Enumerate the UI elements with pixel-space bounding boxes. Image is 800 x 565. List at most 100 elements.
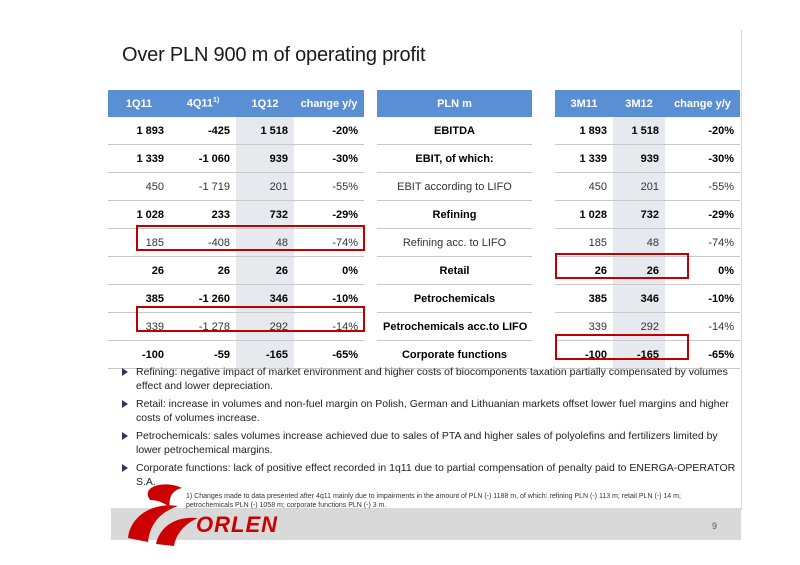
table-cell: Refining acc. to LIFO <box>377 228 532 257</box>
triangle-bullet-icon <box>122 400 128 408</box>
bullet-item: Refining: negative impact of market envi… <box>120 365 740 393</box>
table-cell: -100 <box>108 340 170 369</box>
table-row: 1 339 -1 060 939 -30% <box>108 144 364 173</box>
table-cell: 939 <box>236 144 294 173</box>
col-header: 1Q12 <box>236 90 294 117</box>
table-cell: Petrochemicals acc.to LIFO <box>377 312 532 341</box>
table-cell: EBITDA <box>377 117 532 145</box>
bullet-list: Refining: negative impact of market envi… <box>120 365 740 493</box>
table-cell: 385 <box>555 284 613 313</box>
table-cell: 450 <box>555 172 613 201</box>
table-cell: -74% <box>294 228 364 257</box>
table-cell: 1 028 <box>108 200 170 229</box>
footer-bar <box>111 508 741 540</box>
page-number: 9 <box>712 521 718 531</box>
brand-name: ORLEN <box>196 512 278 537</box>
bullet-item: Retail: increase in volumes and non-fuel… <box>120 397 740 425</box>
table-cell: 26 <box>613 256 665 285</box>
table-cell: -1 060 <box>170 144 236 173</box>
table-cell: -1 278 <box>170 312 236 341</box>
table-row: 339 292 -14% <box>555 312 740 341</box>
table-row: -100 -165 -65% <box>555 340 740 369</box>
table-cell: -65% <box>294 340 364 369</box>
table-cell: 201 <box>236 172 294 201</box>
table-cell: 48 <box>236 228 294 257</box>
table-cell: 48 <box>613 228 665 257</box>
table-cell: 0% <box>665 256 740 285</box>
table-cell: EBIT, of which: <box>377 144 532 173</box>
table-row: 1 893 1 518 -20% <box>555 117 740 145</box>
table-cell: 292 <box>613 312 665 341</box>
col-header: PLN m <box>377 90 532 117</box>
right-table: 3M11 3M12 change y/y 1 893 1 518 -20% 1 339… <box>555 90 740 369</box>
table-cell: 26 <box>170 256 236 285</box>
triangle-bullet-icon <box>122 464 128 472</box>
table-cell: 1 893 <box>555 117 613 145</box>
table-cell: -100 <box>555 340 613 369</box>
col-header: 3M11 <box>555 90 613 117</box>
table-cell: -55% <box>294 172 364 201</box>
table-cell: -29% <box>665 200 740 229</box>
table-cell: -20% <box>665 117 740 145</box>
table-cell: 346 <box>236 284 294 313</box>
table-cell: -1 719 <box>170 172 236 201</box>
table-row: Refining <box>377 200 532 229</box>
table-cell: 0% <box>294 256 364 285</box>
table-row: EBITDA <box>377 117 532 145</box>
table-cell: 1 339 <box>108 144 170 173</box>
table-row: 1 339 939 -30% <box>555 144 740 173</box>
table-cell: -20% <box>294 117 364 145</box>
table-row: 185 -408 48 -74% <box>108 228 364 257</box>
table-cell: -165 <box>236 340 294 369</box>
table-row: 385 346 -10% <box>555 284 740 313</box>
table-row: 185 48 -74% <box>555 228 740 257</box>
table-cell: Refining <box>377 200 532 229</box>
table-cell: 339 <box>555 312 613 341</box>
table-row: EBIT, of which: <box>377 144 532 173</box>
table-row: Refining acc. to LIFO <box>377 228 532 257</box>
table-cell: 450 <box>108 172 170 201</box>
table-cell: 939 <box>613 144 665 173</box>
table-cell: -59 <box>170 340 236 369</box>
bullet-item: Petrochemicals: sales volumes increase a… <box>120 429 740 457</box>
table-cell: 732 <box>236 200 294 229</box>
table-cell: 26 <box>236 256 294 285</box>
table-row: 26 26 26 0% <box>108 256 364 285</box>
table-row: Petrochemicals <box>377 284 532 313</box>
table-cell: 26 <box>555 256 613 285</box>
divider <box>741 30 742 510</box>
table-cell: -408 <box>170 228 236 257</box>
table-cell: 1 893 <box>108 117 170 145</box>
table-cell: -425 <box>170 117 236 145</box>
page-title: Over PLN 900 m of operating profit <box>122 44 426 66</box>
table-row: 385 -1 260 346 -10% <box>108 284 364 313</box>
table-cell: Petrochemicals <box>377 284 532 313</box>
table-cell: 339 <box>108 312 170 341</box>
table-row: -100 -59 -165 -65% <box>108 340 364 369</box>
col-header: 1Q11 <box>108 90 170 117</box>
table-cell: 385 <box>108 284 170 313</box>
table-cell: -65% <box>665 340 740 369</box>
table-cell: -74% <box>665 228 740 257</box>
table-cell: 1 518 <box>613 117 665 145</box>
triangle-bullet-icon <box>122 368 128 376</box>
table-row: 1 893 -425 1 518 -20% <box>108 117 364 145</box>
table-cell: 292 <box>236 312 294 341</box>
table-cell: -30% <box>665 144 740 173</box>
table-row: Corporate functions <box>377 340 532 369</box>
col-header: 4Q111) <box>170 90 236 117</box>
table-cell: -30% <box>294 144 364 173</box>
table-cell: -14% <box>665 312 740 341</box>
table-cell: 346 <box>613 284 665 313</box>
col-header: 3M12 <box>613 90 665 117</box>
bullet-item: Corporate functions: lack of positive ef… <box>120 461 740 489</box>
table-cell: -165 <box>613 340 665 369</box>
table-cell: 185 <box>108 228 170 257</box>
table-row: Petrochemicals acc.to LIFO <box>377 312 532 341</box>
table-cell: -1 260 <box>170 284 236 313</box>
table-cell: -10% <box>294 284 364 313</box>
table-row: 1 028 233 732 -29% <box>108 200 364 229</box>
table-cell: -10% <box>665 284 740 313</box>
footnote: 1) Changes made to data presented after … <box>186 493 681 509</box>
